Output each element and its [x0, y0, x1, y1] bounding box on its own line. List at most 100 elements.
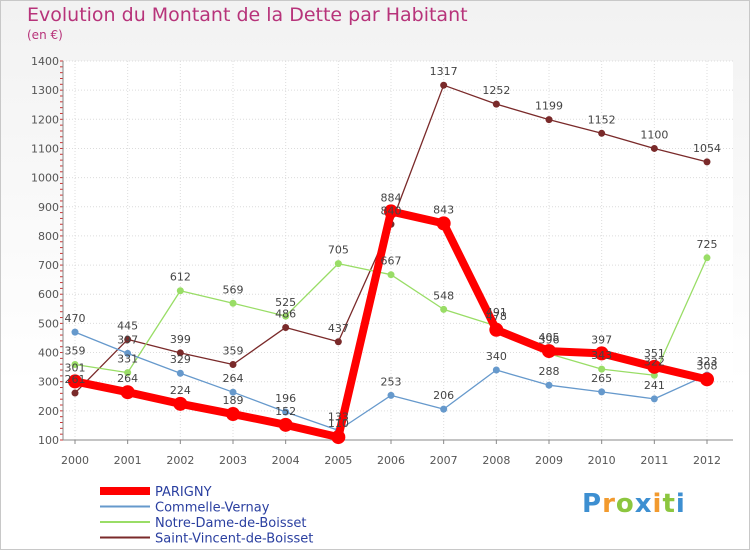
data-point: [650, 144, 658, 152]
data-label: 340: [486, 350, 507, 363]
y-tick-label: 1200: [31, 113, 59, 126]
data-point: [282, 312, 290, 320]
data-point: [124, 369, 132, 377]
data-label: 241: [644, 379, 665, 392]
logo-letter: P: [582, 489, 603, 519]
data-label: 343: [591, 349, 612, 362]
data-point: [489, 322, 504, 337]
data-point: [545, 116, 553, 124]
y-tick-label: 1300: [31, 84, 59, 97]
data-label: 261: [65, 373, 86, 386]
x-tick-label: 2004: [272, 454, 300, 467]
legend-label-Notre-Dame-de-Boisset: Notre-Dame-de-Boisset: [155, 516, 306, 531]
data-point: [703, 158, 711, 166]
logo-letter: r: [602, 489, 616, 519]
data-label: 206: [433, 389, 454, 402]
data-label: 470: [65, 312, 86, 325]
data-label: 196: [275, 392, 296, 405]
data-label: 301: [65, 361, 86, 374]
logo-letter: i: [652, 489, 663, 519]
data-label: 1317: [430, 65, 458, 78]
x-tick-label: 2000: [61, 454, 89, 467]
y-tick-label: 600: [38, 288, 59, 301]
y-tick-label: 100: [38, 434, 59, 447]
data-point: [229, 388, 237, 396]
y-tick-label: 500: [38, 317, 59, 330]
x-tick-label: 2003: [219, 454, 247, 467]
data-label: 405: [539, 331, 560, 344]
data-label: 491: [486, 306, 507, 319]
data-label: 1252: [482, 84, 510, 97]
data-point: [282, 408, 290, 416]
data-point: [176, 369, 184, 377]
data-point: [229, 299, 237, 307]
x-tick-label: 2001: [114, 454, 142, 467]
x-tick-label: 2008: [482, 454, 510, 467]
data-label: 331: [117, 353, 138, 366]
x-tick-label: 2011: [640, 454, 668, 467]
y-tick-label: 1100: [31, 142, 59, 155]
y-tick-label: 400: [38, 347, 59, 360]
data-label: 840: [381, 204, 402, 217]
y-tick-label: 800: [38, 230, 59, 243]
data-point: [545, 381, 553, 389]
data-point: [124, 335, 132, 343]
data-point: [124, 349, 132, 357]
y-tick-label: 1000: [31, 172, 59, 185]
data-point: [440, 405, 448, 413]
x-tick-label: 2012: [693, 454, 721, 467]
data-label: 705: [328, 244, 349, 257]
data-point: [229, 360, 237, 368]
data-point: [647, 359, 662, 374]
data-point: [492, 100, 500, 108]
plot-area: [63, 61, 733, 440]
data-point: [440, 305, 448, 313]
data-label: 397: [591, 333, 612, 346]
data-point: [71, 328, 79, 336]
data-label: 548: [433, 289, 454, 302]
data-label: 1054: [693, 142, 721, 155]
data-label: 478: [486, 310, 507, 323]
y-tick-label: 300: [38, 376, 59, 389]
data-label: 253: [381, 375, 402, 388]
data-point: [331, 430, 346, 445]
data-label: 569: [223, 283, 244, 296]
data-label: 445: [117, 319, 138, 332]
logo-letter: t: [662, 489, 676, 519]
data-point: [71, 389, 79, 397]
data-label: 152: [275, 405, 296, 418]
data-label: 264: [117, 372, 138, 385]
y-tick-label: 700: [38, 259, 59, 272]
data-label: 133: [328, 410, 349, 423]
data-label: 264: [223, 372, 244, 385]
legend-label-Saint-Vincent-de-Boisset: Saint-Vincent-de-Boisset: [155, 532, 313, 547]
data-point: [594, 346, 609, 361]
data-label: 323: [697, 355, 718, 368]
data-label: 224: [170, 384, 191, 397]
chart-unit-label: (en €): [27, 28, 63, 42]
data-point: [334, 338, 342, 346]
data-point: [176, 287, 184, 295]
logo-letter: x: [634, 489, 653, 519]
data-label: 612: [170, 271, 191, 284]
data-label: 308: [697, 359, 718, 372]
data-label: 397: [117, 333, 138, 346]
data-label: 884: [381, 191, 402, 204]
x-tick-label: 2007: [430, 454, 458, 467]
data-point: [440, 81, 448, 89]
data-point: [334, 260, 342, 268]
data-point: [598, 365, 606, 373]
data-label: 189: [223, 394, 244, 407]
logo-letter: i: [675, 489, 686, 519]
data-point: [226, 407, 240, 422]
data-point: [387, 391, 395, 399]
data-label: 437: [328, 322, 349, 335]
data-point: [120, 385, 135, 400]
data-point: [598, 129, 606, 137]
data-label: 1152: [588, 113, 616, 126]
data-label: 1199: [535, 100, 563, 113]
data-point: [542, 344, 556, 359]
data-label: 110: [328, 417, 349, 430]
data-point: [436, 216, 451, 231]
